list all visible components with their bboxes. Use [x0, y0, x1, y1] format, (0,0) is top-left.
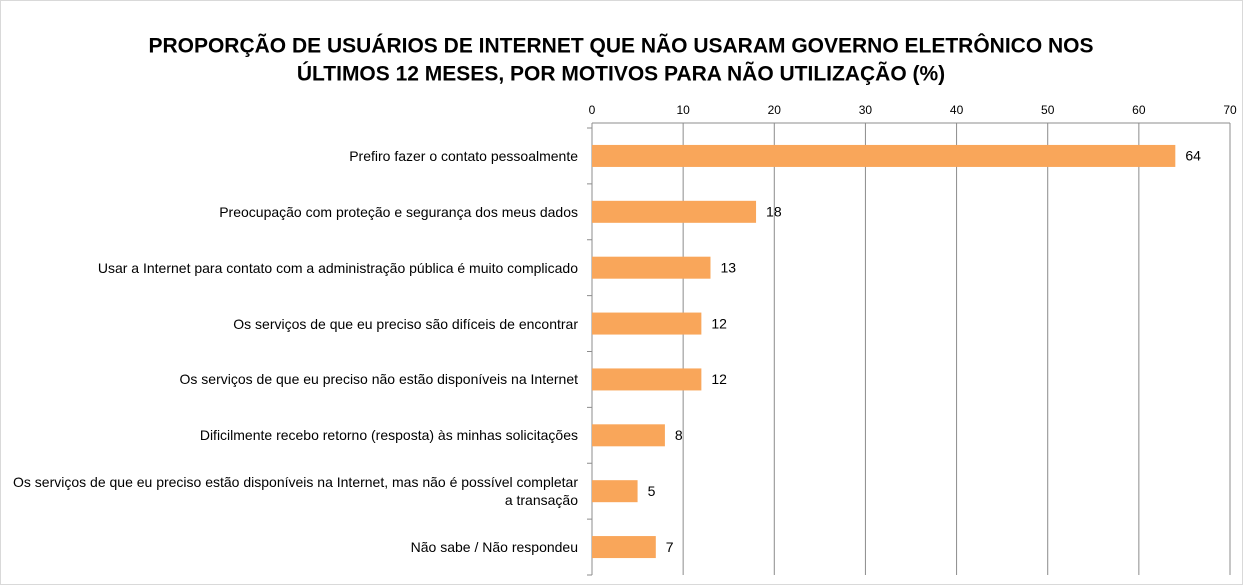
value-label: 7: [666, 539, 674, 555]
value-label: 8: [675, 427, 683, 443]
y-tick-label: Os serviços de que eu preciso são difíce…: [233, 315, 578, 332]
bar: [592, 256, 711, 279]
y-tick-label: Prefiro fazer o contato pessoalmente: [349, 147, 578, 164]
chart-title: ÚLTIMOS 12 MESES, POR MOTIVOS PARA NÃO U…: [297, 62, 945, 86]
bar: [592, 312, 702, 335]
x-tick-label: 70: [1223, 103, 1237, 117]
bar: [592, 368, 702, 391]
x-tick-label: 40: [950, 103, 964, 117]
bar: [592, 480, 638, 503]
y-tick-label: Usar a Internet para contato com a admin…: [97, 259, 578, 276]
value-label: 5: [648, 483, 656, 499]
bar: [592, 424, 665, 447]
bar: [592, 144, 1176, 167]
bar: [592, 536, 656, 559]
x-tick-label: 50: [1041, 103, 1055, 117]
value-label: 12: [711, 371, 727, 387]
x-tick-label: 10: [676, 103, 690, 117]
x-tick-label: 30: [859, 103, 873, 117]
bar: [592, 200, 757, 223]
x-tick-label: 0: [589, 103, 596, 117]
x-tick-label: 60: [1132, 103, 1146, 117]
y-tick-label: Os serviços de que eu preciso não estão …: [179, 371, 578, 388]
y-tick-label: Não sabe / Não respondeu: [410, 539, 578, 556]
y-tick-label: Preocupação com proteção e segurança dos…: [219, 203, 578, 220]
y-tick-label: Dificilmente recebo retorno (resposta) à…: [199, 427, 578, 444]
value-label: 12: [711, 315, 727, 331]
value-label: 13: [720, 259, 736, 275]
value-label: 18: [766, 204, 782, 220]
value-label: 64: [1185, 148, 1201, 164]
chart-title: PROPORÇÃO DE USUÁRIOS DE INTERNET QUE NÃ…: [148, 34, 1093, 58]
x-tick-label: 20: [768, 103, 782, 117]
y-tick-label: Os serviços de que eu preciso estão disp…: [13, 474, 578, 509]
